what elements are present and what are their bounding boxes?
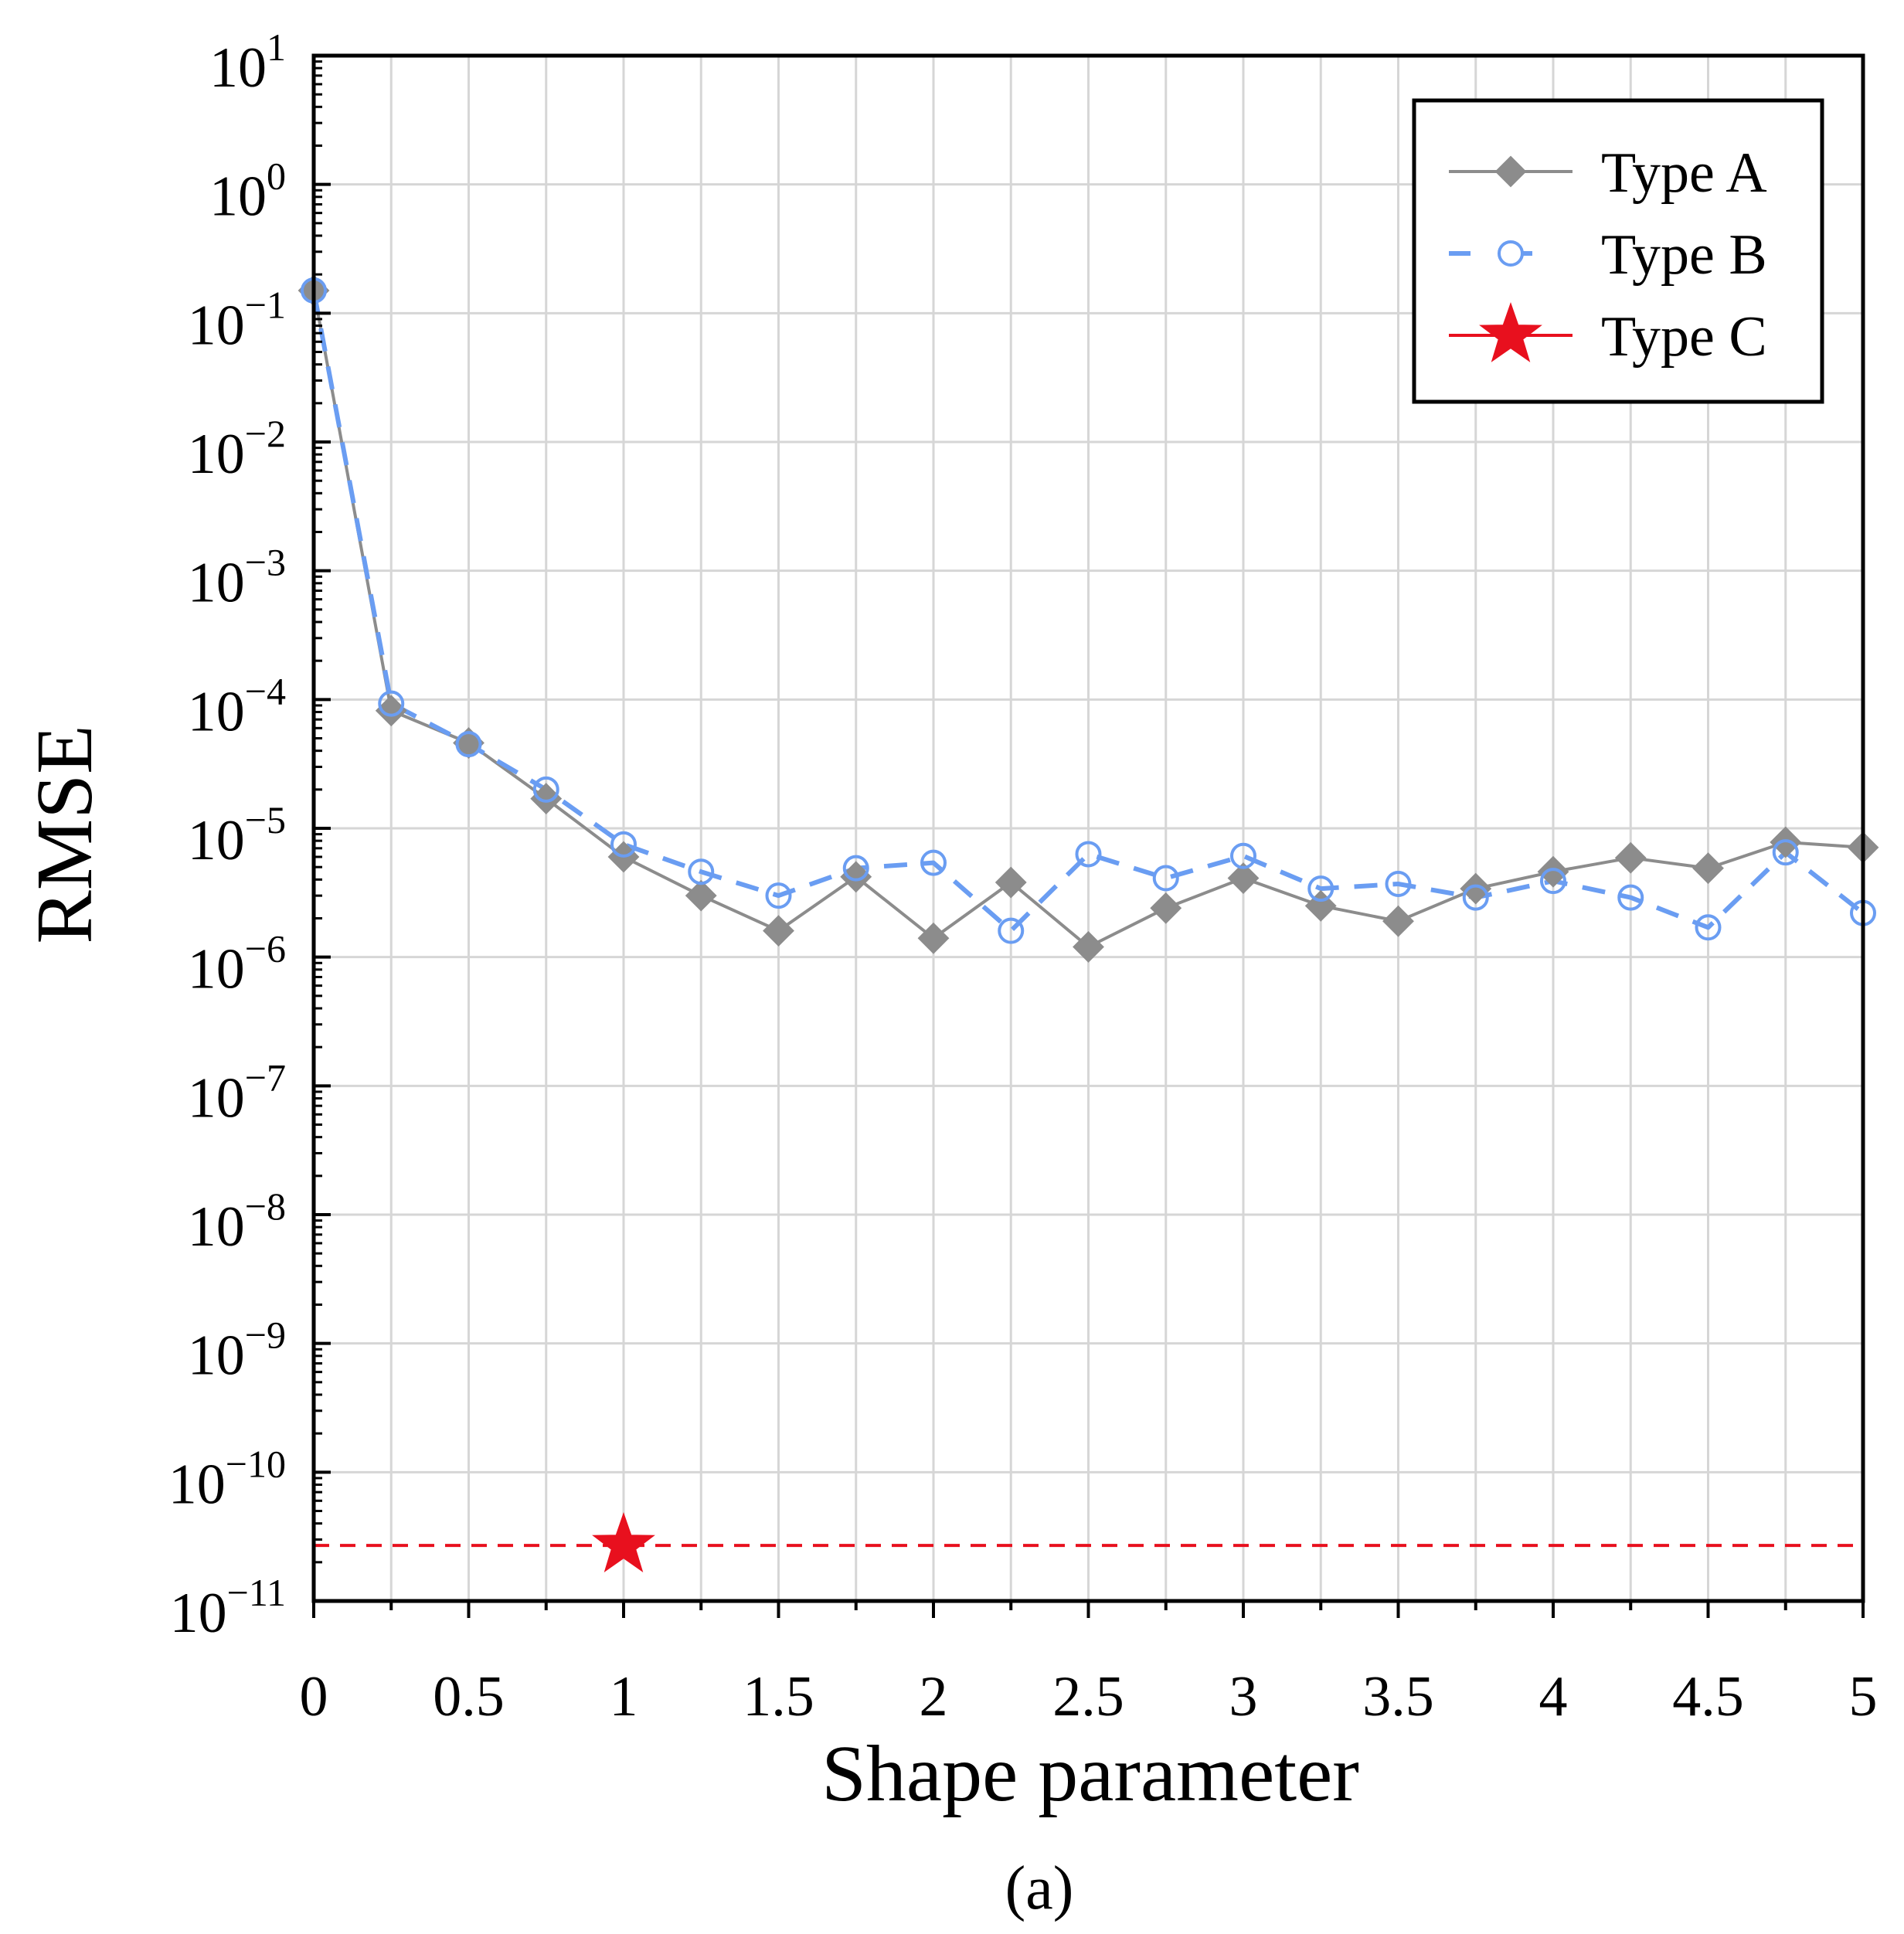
type-b-point (1617, 884, 1644, 911)
type-b-point (1307, 875, 1334, 902)
figure-caption: (a) (1005, 1854, 1074, 1922)
legend: Type A Type B Type C (1412, 98, 1824, 404)
legend-marker (1494, 155, 1527, 188)
type-b-point (765, 882, 792, 909)
y-tick-label: 10−7 (188, 1055, 286, 1130)
type-b-point (842, 855, 869, 882)
type-a-point (763, 915, 794, 947)
x-tick-label: 4 (1539, 1665, 1568, 1728)
type-a-point (1460, 872, 1492, 905)
type-b-point (455, 731, 482, 758)
y-tick-label: 10−6 (188, 927, 286, 1001)
type-a-point (994, 866, 1027, 899)
type-b-point (998, 917, 1025, 944)
type-a-point (1073, 931, 1104, 963)
type-a-point (917, 922, 950, 954)
legend-item-type-c: Type C (1449, 301, 1767, 369)
legend-marker (1498, 240, 1524, 267)
y-tick-labels: 101 100 10−1 10−2 10−3 10−4 10−5 10−6 10−7 10−8 10… (168, 25, 286, 1645)
legend-label: Type A (1601, 141, 1767, 205)
x-tick-label: 3.5 (1362, 1665, 1434, 1728)
type-b-point (1462, 884, 1489, 911)
type-a-point (1382, 905, 1414, 937)
x-tick-label: 2.5 (1052, 1665, 1124, 1728)
type-b-point (532, 776, 559, 803)
x-tick-labels: 0 0.5 1 1.5 2 2.5 3 3.5 4 4.5 5 (300, 1665, 1878, 1728)
x-tick-label: 0.5 (433, 1665, 505, 1728)
y-tick-label: 10−5 (188, 798, 286, 872)
legend-box (1412, 98, 1824, 404)
x-tick-label: 0 (300, 1665, 328, 1728)
type-b-point (1695, 914, 1722, 941)
type-c-point (592, 1512, 655, 1572)
type-a-point (1227, 862, 1260, 894)
type-b-point (1075, 841, 1102, 868)
y-tick-label: 10−3 (188, 541, 286, 615)
type-b-point (1772, 839, 1799, 866)
type-a-point (375, 695, 407, 727)
type-a-point (1537, 855, 1569, 888)
y-tick-label: 10−2 (188, 412, 286, 486)
x-tick-label: 3 (1229, 1665, 1258, 1728)
type-b-point (1385, 870, 1412, 897)
x-tick-label: 4.5 (1672, 1665, 1744, 1728)
type-a-point (1150, 892, 1182, 924)
type-b-line (311, 290, 1865, 933)
type-b-point (688, 858, 715, 885)
x-tick-label: 1 (610, 1665, 638, 1728)
y-tick-label: 101 (209, 25, 286, 100)
y-tick-label: 10−1 (188, 283, 286, 357)
legend-item-type-a: Type A (1449, 141, 1767, 205)
type-a-point (1614, 841, 1647, 874)
type-b-point (610, 831, 637, 858)
legend-marker (1479, 301, 1542, 362)
legend-item-type-b: Type B (1449, 223, 1767, 287)
y-tick-label: 100 (209, 155, 286, 229)
y-tick-label: 10−4 (188, 669, 286, 743)
x-tick-label: 2 (920, 1665, 948, 1728)
y-tick-label: 10−9 (188, 1314, 286, 1388)
type-b-point (1540, 868, 1566, 895)
type-a-point (685, 879, 717, 912)
x-tick-label: 5 (1849, 1665, 1878, 1728)
legend-label: Type C (1601, 305, 1767, 369)
x-tick-label: 1.5 (743, 1665, 814, 1728)
type-b-point (378, 690, 405, 717)
x-axis-label: Shape parameter (821, 1729, 1359, 1818)
y-tick-label: 10−11 (170, 1571, 286, 1645)
y-tick-label: 10−8 (188, 1185, 286, 1259)
type-a-point (1692, 852, 1724, 885)
legend-label: Type B (1601, 223, 1767, 287)
type-b-point (920, 849, 947, 876)
type-b-point (1230, 842, 1256, 869)
axis-ticks (312, 54, 1865, 1618)
type-b-point (1152, 865, 1179, 892)
y-axis-label: RMSE (20, 725, 109, 943)
y-tick-label: 10−10 (168, 1442, 286, 1516)
